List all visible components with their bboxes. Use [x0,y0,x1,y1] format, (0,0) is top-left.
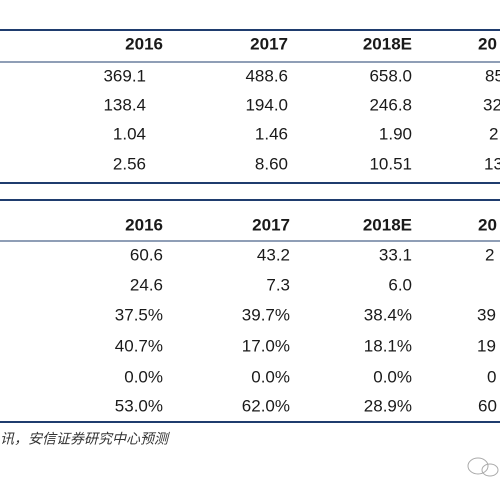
cell: 8.60 [255,154,288,173]
cell: 18.1% [364,336,412,355]
cell: 246.8 [369,95,412,114]
cell: 10.51 [369,154,412,173]
cell: 369.1 [103,66,146,85]
column-header: 2017 [252,215,290,234]
cell: 85 [485,66,500,85]
cell: 138.4 [103,95,146,114]
cell: 488.6 [245,66,288,85]
cell: 0.0% [251,367,290,386]
cell: 2 [489,124,498,143]
cell: 2.56 [113,154,146,173]
cell: 194.0 [245,95,288,114]
cell: 39 [477,305,496,324]
source-note: 讯，安信证券研究中心预测 [0,431,170,447]
cell: 60.6 [130,245,163,264]
cell: 17.0% [242,336,290,355]
cell: 7.3 [266,275,290,294]
column-header: 2017 [250,34,288,53]
cell: 6.0 [388,275,412,294]
column-header: 20 [478,215,497,234]
cell: 28.9% [364,396,412,415]
cell: 13 [484,154,500,173]
column-header: 20 [478,34,497,53]
cell: 60 [478,396,497,415]
cell: 1.90 [379,124,412,143]
cell: 38.4% [364,305,412,324]
column-header: 2016 [125,34,163,53]
cell: 40.7% [115,336,163,355]
cell: 658.0 [369,66,412,85]
cell: 1.46 [255,124,288,143]
cell: 0 [487,367,496,386]
cell: 39.7% [242,305,290,324]
cell: 37.5% [115,305,163,324]
cell: 0.0% [124,367,163,386]
cell: 53.0% [115,396,163,415]
cell: 19 [477,336,496,355]
cell: 1.04 [113,124,146,143]
column-header: 2018E [363,34,412,53]
column-header: 2016 [125,215,163,234]
cell: 43.2 [257,245,290,264]
cell: 0.0% [373,367,412,386]
cell: 24.6 [130,275,163,294]
cell: 32 [483,95,500,114]
watermark [467,457,499,477]
cell: 62.0% [242,396,290,415]
cell: 33.1 [379,245,412,264]
cell: 2 [485,245,494,264]
column-header: 2018E [363,215,412,234]
